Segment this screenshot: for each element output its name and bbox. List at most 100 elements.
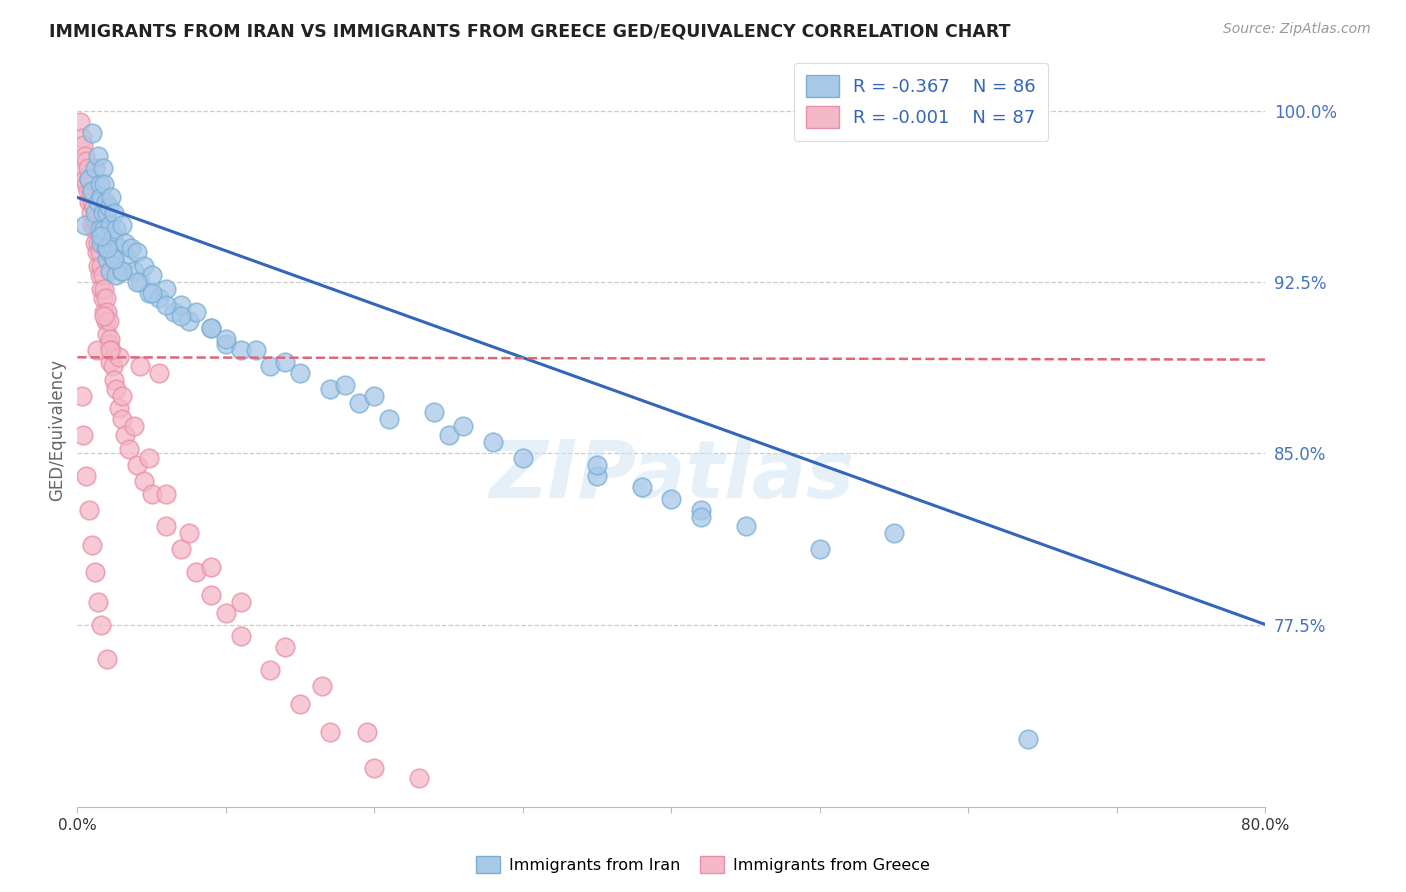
Point <box>200 588 222 602</box>
Point <box>453 418 475 433</box>
Point <box>90 282 112 296</box>
Point <box>73 172 96 186</box>
Point <box>86 222 108 236</box>
Y-axis label: GED/Equivalency: GED/Equivalency <box>48 359 66 501</box>
Point <box>122 263 145 277</box>
Point <box>586 469 609 483</box>
Point <box>89 245 111 260</box>
Point <box>96 252 118 266</box>
Point <box>186 565 208 579</box>
Point <box>363 761 385 775</box>
Point <box>93 304 115 318</box>
Point <box>734 519 756 533</box>
Point <box>883 526 905 541</box>
Point <box>100 190 122 204</box>
Point <box>87 149 110 163</box>
Point <box>84 565 107 579</box>
Point <box>111 263 134 277</box>
Point <box>101 359 124 374</box>
Point <box>82 127 104 141</box>
Point <box>70 131 93 145</box>
Point <box>138 450 160 465</box>
Point <box>96 241 118 255</box>
Point <box>93 177 115 191</box>
Point <box>482 434 505 449</box>
Point <box>77 172 100 186</box>
Point <box>170 298 193 312</box>
Point <box>83 200 105 214</box>
Point <box>586 458 609 472</box>
Point <box>100 236 122 251</box>
Point <box>170 542 193 557</box>
Point <box>90 236 112 251</box>
Point <box>229 343 252 358</box>
Point <box>141 268 163 282</box>
Text: IMMIGRANTS FROM IRAN VS IMMIGRANTS FROM GREECE GED/EQUIVALENCY CORRELATION CHART: IMMIGRANTS FROM IRAN VS IMMIGRANTS FROM … <box>49 22 1011 40</box>
Point <box>76 184 98 198</box>
Point <box>94 194 117 209</box>
Point <box>101 229 124 244</box>
Point <box>93 282 115 296</box>
Point <box>288 366 311 380</box>
Point <box>90 229 112 244</box>
Text: ZIPatlas: ZIPatlas <box>489 436 853 515</box>
Point <box>97 336 120 351</box>
Point <box>311 679 333 693</box>
Point <box>363 389 385 403</box>
Point <box>111 389 134 403</box>
Point <box>437 428 460 442</box>
Point <box>96 652 118 666</box>
Point <box>91 206 114 220</box>
Point <box>274 355 297 369</box>
Point <box>83 222 105 236</box>
Point <box>200 320 222 334</box>
Point <box>134 259 156 273</box>
Point <box>690 503 713 517</box>
Point <box>93 309 115 323</box>
Point <box>274 640 297 655</box>
Point <box>155 282 177 296</box>
Point <box>75 469 97 483</box>
Point <box>200 560 222 574</box>
Point <box>80 206 103 220</box>
Point <box>103 206 125 220</box>
Point <box>1017 731 1039 746</box>
Point <box>408 771 430 785</box>
Point <box>134 474 156 488</box>
Point <box>84 161 107 175</box>
Point <box>104 382 127 396</box>
Point <box>114 236 136 251</box>
Point <box>94 241 117 255</box>
Point <box>117 252 139 266</box>
Point <box>75 153 97 168</box>
Point <box>98 263 121 277</box>
Point <box>84 206 107 220</box>
Point <box>76 161 98 175</box>
Legend: R = -0.367    N = 86, R = -0.001    N = 87: R = -0.367 N = 86, R = -0.001 N = 87 <box>793 62 1049 141</box>
Point <box>96 206 118 220</box>
Point <box>148 291 170 305</box>
Point <box>177 526 200 541</box>
Point <box>630 481 652 495</box>
Point <box>104 222 127 236</box>
Point <box>103 252 125 266</box>
Point <box>200 320 222 334</box>
Point <box>177 314 200 328</box>
Point <box>808 542 831 557</box>
Point <box>89 222 111 236</box>
Point <box>215 336 238 351</box>
Point <box>141 487 163 501</box>
Point <box>512 450 534 465</box>
Point <box>100 343 122 358</box>
Point <box>120 241 142 255</box>
Point <box>423 405 446 419</box>
Point <box>72 161 94 175</box>
Point <box>215 606 238 620</box>
Point <box>98 343 121 358</box>
Point <box>378 412 401 426</box>
Point <box>148 366 170 380</box>
Point <box>125 458 148 472</box>
Point <box>70 389 93 403</box>
Point <box>90 259 112 273</box>
Point <box>94 314 117 328</box>
